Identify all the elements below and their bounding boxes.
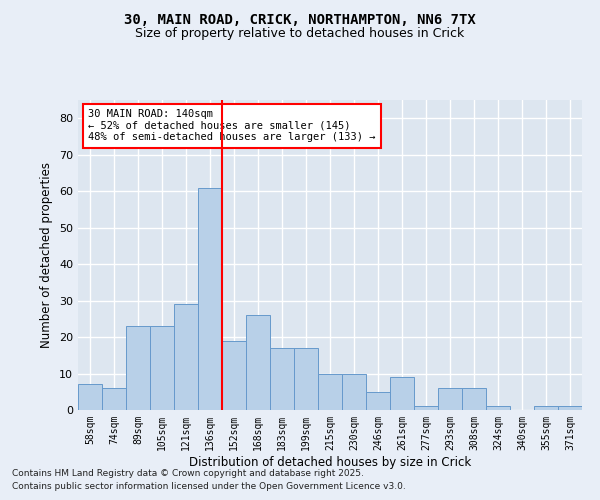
Bar (126, 326, 150, 410)
Text: Size of property relative to detached houses in Crick: Size of property relative to detached ho… (136, 28, 464, 40)
Text: 30 MAIN ROAD: 140sqm
← 52% of detached houses are smaller (145)
48% of semi-deta: 30 MAIN ROAD: 140sqm ← 52% of detached h… (88, 110, 376, 142)
Bar (78, 384, 102, 410)
Bar (366, 392, 390, 410)
Bar (534, 406, 558, 410)
Bar (294, 348, 318, 410)
Bar (486, 406, 510, 410)
Bar (150, 326, 174, 410)
Bar (342, 374, 366, 410)
Bar (318, 374, 342, 410)
Bar (390, 377, 414, 410)
X-axis label: Distribution of detached houses by size in Crick: Distribution of detached houses by size … (189, 456, 471, 468)
Bar (246, 315, 270, 410)
Bar (438, 388, 462, 410)
Bar (198, 188, 222, 410)
Text: Contains HM Land Registry data © Crown copyright and database right 2025.: Contains HM Land Registry data © Crown c… (12, 468, 364, 477)
Text: Contains public sector information licensed under the Open Government Licence v3: Contains public sector information licen… (12, 482, 406, 491)
Bar (414, 406, 438, 410)
Bar (174, 304, 198, 410)
Bar (222, 340, 246, 410)
Bar (462, 388, 486, 410)
Text: 30, MAIN ROAD, CRICK, NORTHAMPTON, NN6 7TX: 30, MAIN ROAD, CRICK, NORTHAMPTON, NN6 7… (124, 12, 476, 26)
Bar (558, 406, 582, 410)
Bar (102, 388, 126, 410)
Bar (270, 348, 294, 410)
Y-axis label: Number of detached properties: Number of detached properties (40, 162, 53, 348)
